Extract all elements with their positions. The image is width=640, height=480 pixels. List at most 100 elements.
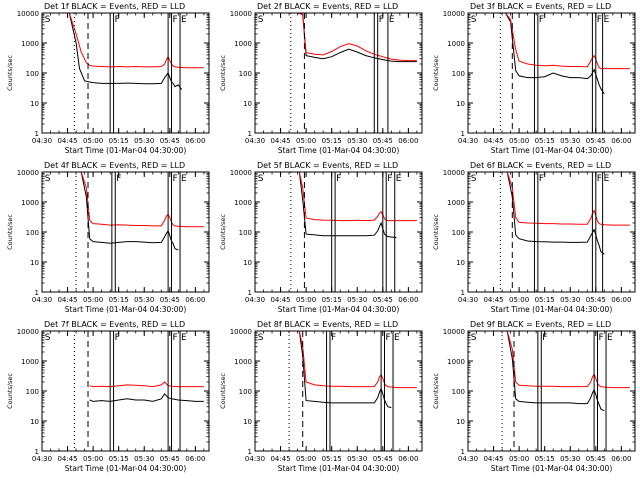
y-tick-label: 10 xyxy=(243,418,252,426)
x-axis-label: Start Time (01-Mar-04 04:30:00) xyxy=(491,305,613,314)
x-tick-label: 04:30 xyxy=(32,137,52,145)
series-line-events xyxy=(43,13,183,90)
y-tick-label: 1 xyxy=(461,289,465,297)
y-axis-label: Counts/sec xyxy=(432,55,440,91)
y-tick-label: 1000 xyxy=(447,199,465,207)
x-tick-label: 05:00 xyxy=(296,296,316,304)
x-tick-label: 05:15 xyxy=(322,296,342,304)
y-tick-label: 1 xyxy=(35,448,39,456)
y-tick-label: 100 xyxy=(26,229,39,237)
plot-frame xyxy=(254,330,423,452)
y-axis-label: Counts/sec xyxy=(6,55,14,91)
y-tick-label: 1000 xyxy=(234,358,252,366)
series-line-lld xyxy=(43,172,204,228)
x-tick-label: 05:00 xyxy=(83,455,103,463)
flag-label: F xyxy=(599,333,604,343)
flag-label: E xyxy=(389,15,395,25)
y-tick-label: 100 xyxy=(452,388,465,396)
plot-frame xyxy=(467,171,636,293)
x-tick-label: 04:45 xyxy=(270,137,290,145)
x-tick-label: 05:15 xyxy=(109,455,129,463)
x-tick-label: 04:30 xyxy=(32,296,52,304)
y-tick-label: 10000 xyxy=(443,10,465,18)
y-tick-label: 10 xyxy=(243,100,252,108)
x-tick-label: 05:30 xyxy=(347,296,367,304)
chart-title: Det 8f BLACK = Events, RED = LLD xyxy=(257,320,398,329)
chart-panel-7: Det 7f BLACK = Events, RED = LLD 1 10 100 10… xyxy=(6,320,210,473)
flag-label: E xyxy=(181,174,187,184)
series-line-events xyxy=(43,172,179,251)
x-tick-label: 05:45 xyxy=(586,296,606,304)
y-tick-label: 10000 xyxy=(17,10,39,18)
series-line-events xyxy=(256,13,417,63)
flag-label: F xyxy=(115,333,120,343)
y-tick-label: 10000 xyxy=(17,169,39,177)
flag-label: F xyxy=(386,333,391,343)
y-axis-label: Counts/sec xyxy=(6,214,14,250)
y-tick-label: 1 xyxy=(35,130,39,138)
flag-label: E xyxy=(394,333,400,343)
chart-panel-6: Det 6f BLACK = Events, RED = LLD 1 10 100 10… xyxy=(432,161,636,314)
y-tick-label: 100 xyxy=(26,388,39,396)
flag-label: F xyxy=(173,15,178,25)
y-tick-label: 10 xyxy=(30,418,39,426)
x-tick-label: 06:00 xyxy=(185,455,205,463)
chart-title: Det 6f BLACK = Events, RED = LLD xyxy=(470,161,611,170)
y-tick-label: 10000 xyxy=(230,169,252,177)
chart-panel-9: Det 9f BLACK = Events, RED = LLD 1 10 100 10… xyxy=(432,320,636,473)
flag-label: F xyxy=(115,15,120,25)
x-tick-label: 05:00 xyxy=(509,137,529,145)
y-tick-label: 1000 xyxy=(234,40,252,48)
x-tick-label: 04:30 xyxy=(458,296,478,304)
x-axis-label: Start Time (01-Mar-04 04:30:00) xyxy=(65,146,187,155)
x-tick-label: 05:45 xyxy=(373,137,393,145)
x-axis-label: Start Time (01-Mar-04 04:30:00) xyxy=(491,146,613,155)
chart-panel-2: Det 2f BLACK = Events, RED = LLD 1 10 100 10… xyxy=(219,2,423,155)
flag-label: S xyxy=(258,333,264,343)
flag-label: F xyxy=(387,174,392,184)
y-tick-label: 10 xyxy=(30,259,39,267)
flag-label: S xyxy=(471,174,477,184)
chart-panel-5: Det 5f BLACK = Events, RED = LLD 1 10 100 10… xyxy=(219,161,423,314)
y-tick-label: 1000 xyxy=(447,40,465,48)
x-axis-label: Start Time (01-Mar-04 04:30:00) xyxy=(278,146,400,155)
series-line-events xyxy=(469,331,605,412)
x-tick-label: 05:15 xyxy=(109,137,129,145)
x-tick-label: 04:30 xyxy=(245,137,265,145)
x-tick-label: 06:00 xyxy=(611,137,631,145)
x-tick-label: 04:30 xyxy=(245,296,265,304)
y-axis-label: Counts/sec xyxy=(219,373,227,409)
series-line-lld xyxy=(469,13,630,70)
x-tick-label: 05:00 xyxy=(296,455,316,463)
flag-label: E xyxy=(604,15,610,25)
x-tick-label: 05:15 xyxy=(535,455,555,463)
x-tick-label: 05:30 xyxy=(134,296,154,304)
x-tick-label: 05:45 xyxy=(160,296,180,304)
x-tick-label: 05:45 xyxy=(160,137,180,145)
y-tick-label: 1000 xyxy=(447,358,465,366)
flag-label: E xyxy=(396,174,402,184)
y-tick-label: 1 xyxy=(248,448,252,456)
x-tick-label: 04:45 xyxy=(483,296,503,304)
series-line-lld xyxy=(43,13,204,69)
chart-panel-4: Det 4f BLACK = Events, RED = LLD 1 10 100 10… xyxy=(6,161,210,314)
flag-label: S xyxy=(45,333,51,343)
x-tick-label: 04:45 xyxy=(270,455,290,463)
x-axis-label: Start Time (01-Mar-04 04:30:00) xyxy=(65,305,187,314)
series-line-events xyxy=(256,331,392,409)
y-tick-label: 10000 xyxy=(17,328,39,336)
y-tick-label: 100 xyxy=(452,229,465,237)
y-tick-label: 10000 xyxy=(230,328,252,336)
x-tick-label: 05:30 xyxy=(347,137,367,145)
chart-panel-3: Det 3f BLACK = Events, RED = LLD 1 10 100 10… xyxy=(432,2,636,155)
x-tick-label: 06:00 xyxy=(398,137,418,145)
series-line-lld xyxy=(256,172,417,222)
plot-frame xyxy=(41,12,210,134)
x-tick-label: 05:00 xyxy=(83,296,103,304)
flag-label: F xyxy=(542,333,547,343)
chart-title: Det 4f BLACK = Events, RED = LLD xyxy=(44,161,185,170)
chart-title: Det 5f BLACK = Events, RED = LLD xyxy=(257,161,398,170)
x-tick-label: 05:00 xyxy=(83,137,103,145)
x-tick-label: 04:45 xyxy=(270,296,290,304)
